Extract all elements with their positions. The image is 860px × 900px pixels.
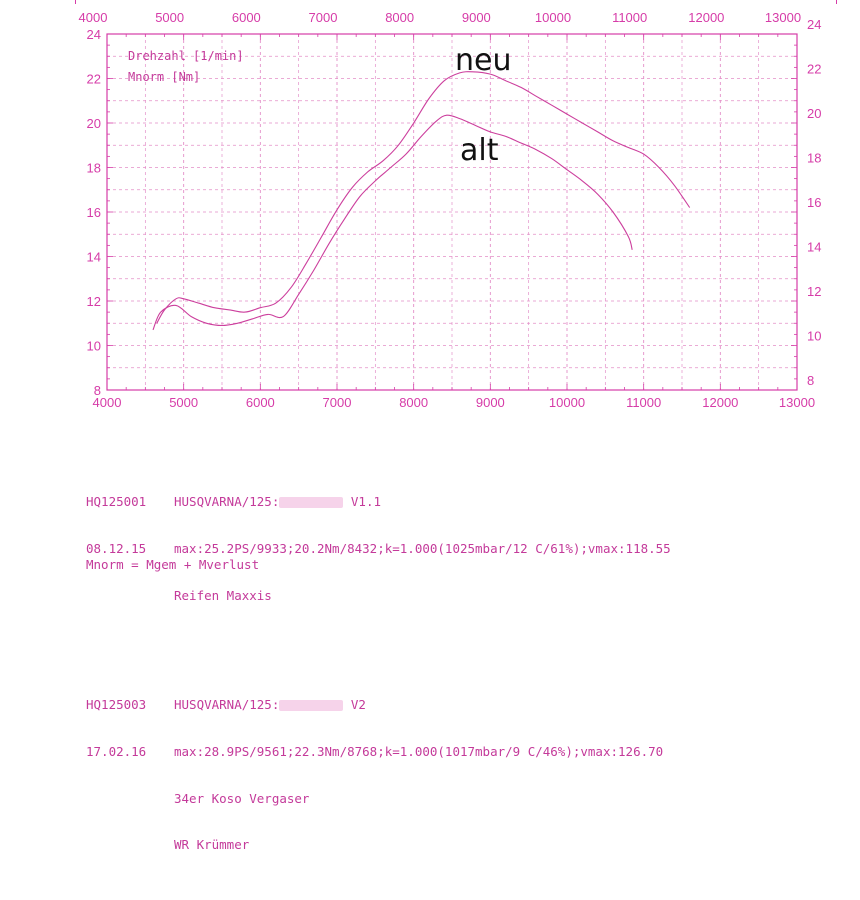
series-line-alt: [152, 114, 633, 331]
y-tick-label-right: 12: [807, 284, 821, 299]
y-tick-label-right: 14: [807, 240, 821, 255]
y-tick-label-left: 10: [87, 339, 101, 354]
x-tick-label-top: 6000: [232, 10, 261, 25]
top-frame-strip: [75, 0, 837, 4]
x-tick-label: 12000: [702, 395, 738, 410]
y-tick-label-right: 24: [807, 17, 821, 32]
y-tick-label-right: 18: [807, 151, 821, 166]
record-1: HQ125001 HUSQVARNA/125: V1.1 08.12.15 max:…: [86, 463, 671, 635]
record-version: V2: [350, 697, 366, 713]
y-tick-label-right: 8: [807, 373, 814, 388]
redaction-block: [279, 700, 344, 712]
record-date: 08.12.15: [86, 541, 147, 557]
x-tick-label: 5000: [169, 395, 198, 410]
record-note: WR Krümmer: [174, 837, 250, 853]
legend-entry-rpm: Drehzahl [1/min]: [128, 49, 244, 63]
x-tick-label-top: 12000: [688, 10, 724, 25]
x-tick-label: 6000: [246, 395, 275, 410]
record-details: max:25.2PS/9933;20.2Nm/8432;k=1.000(1025…: [174, 541, 671, 557]
record-2: HQ125003 HUSQVARNA/125: V2 17.02.16 max:28…: [86, 666, 671, 884]
record-date: 17.02.16: [86, 743, 147, 759]
annotation-neu: neu: [455, 43, 511, 78]
y-tick-label-right: 16: [807, 195, 821, 210]
x-tick-label: 13000: [779, 395, 815, 410]
record-version: V1.1: [350, 494, 381, 510]
x-tick-label: 10000: [549, 395, 585, 410]
x-tick-label-top: 13000: [765, 10, 801, 25]
record-details: max:28.9PS/9561;22.3Nm/8768;k=1.000(1017…: [174, 743, 664, 759]
y-tick-label-left: 8: [94, 383, 101, 398]
record-note: Reifen Maxxis: [174, 587, 272, 603]
x-tick-label-top: 7000: [309, 10, 338, 25]
record-code: HQ125003: [86, 697, 147, 713]
x-tick-label: 9000: [476, 395, 505, 410]
record-note: 34er Koso Vergaser: [174, 790, 310, 806]
record-info: HQ125001 HUSQVARNA/125: V1.1 08.12.15 max:…: [86, 432, 671, 900]
x-tick-label: 4000: [93, 395, 122, 410]
y-tick-label-left: 20: [87, 116, 101, 131]
annotation-alt: alt: [460, 133, 499, 168]
record-model: HUSQVARNA/125:: [174, 697, 280, 713]
legend-entry-torque: Mnorm [Nm]: [128, 70, 200, 84]
record-model: HUSQVARNA/125:: [174, 494, 280, 510]
x-tick-label-top: 8000: [385, 10, 414, 25]
y-tick-label-left: 12: [87, 294, 101, 309]
torque-chart: 4000 4000 5000 5000 6000 6000 7000 7000 8000 8000…: [79, 10, 822, 410]
y-tick-label-left: 14: [87, 250, 101, 265]
footer-note: Mnorm = Mgem + Mverlust: [86, 557, 260, 572]
record-code: HQ125001: [86, 494, 147, 510]
x-tick-label: 8000: [399, 395, 428, 410]
x-tick-label: 7000: [323, 395, 352, 410]
x-tick-label: 11000: [626, 395, 661, 410]
y-tick-label-right: 10: [807, 329, 821, 344]
redaction-block: [279, 497, 344, 509]
x-tick-label-top: 10000: [535, 10, 571, 25]
series-line-neu: [156, 71, 691, 324]
y-tick-label-left: 22: [87, 72, 101, 87]
x-tick-label-top: 11000: [612, 10, 647, 25]
y-tick-label-left: 16: [87, 205, 101, 220]
y-tick-label-right: 22: [807, 62, 821, 77]
x-tick-label-top: 4000: [79, 10, 108, 25]
y-tick-label-left: 24: [87, 27, 101, 42]
y-tick-label-left: 18: [87, 161, 101, 176]
y-tick-label-right: 20: [807, 106, 821, 121]
x-tick-label-top: 9000: [462, 10, 491, 25]
x-tick-label-top: 5000: [155, 10, 184, 25]
